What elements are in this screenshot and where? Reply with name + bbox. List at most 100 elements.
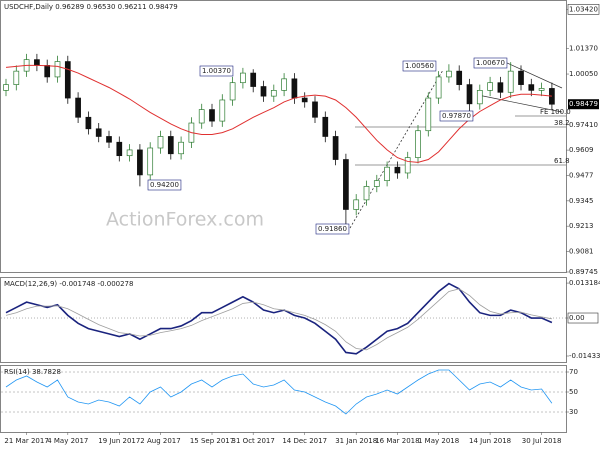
candle-body [291,78,298,99]
candle-body [126,149,133,157]
candle-body [95,128,102,137]
candle-body [394,166,401,174]
line-series [5,369,553,415]
y-tick-label: 1.03420 [569,5,598,13]
candle-body [312,101,318,118]
current-price-box [568,99,599,110]
y-tick-label: 0.9477 [569,171,594,179]
y-tick-label: 0.89745 [569,268,598,276]
y-tick-label: 30 [569,408,578,416]
candle-body [157,136,164,149]
annotation: 61.8 [554,157,570,165]
channel-line [504,61,563,89]
y-tick-label: 0.013184 [569,279,600,287]
y-tick-label: 0.9345 [569,197,594,205]
candle-body [384,166,390,182]
x-tick-label: 21 Mar 2017 [4,437,48,445]
annotation-box [147,179,182,191]
candle-body [250,72,257,87]
candle-body [301,97,308,103]
x-tick-label: 14 Dec 2017 [282,437,327,445]
candle-body [435,76,442,99]
candle-body [343,159,349,210]
annotation: 1.00560 [405,62,434,70]
y-tick-label: 0.97410 [569,121,598,129]
value-box [567,3,600,15]
candle-body [13,70,20,85]
x-tick-label: 31 Jan 2018 [335,437,377,445]
candle-body [322,116,329,137]
line-series [5,282,553,355]
panel-title: MACD(12,26,9) -0.001748 -0.000278 [4,280,133,288]
candle-body [167,136,174,155]
channel-line [477,94,563,113]
y-tick-label: 50 [569,388,578,396]
candle-body [54,61,61,78]
candle-body [404,157,411,174]
candle-body [425,97,432,132]
annotation-box [199,65,234,77]
candle-body [219,99,226,122]
y-tick-label: 0.00 [569,314,585,322]
annotation: 38.2 [554,119,570,127]
value-box [567,312,599,324]
candle-body [518,70,524,85]
candle-body [85,116,92,130]
candle-body [260,86,267,97]
candle-body [116,141,123,157]
candle-body [363,186,370,201]
y-tick-label: 0.9609 [569,146,594,154]
x-tick-label: 4 May 2017 [47,437,88,445]
candle-body [229,82,236,101]
annotation: 1.00670 [476,59,505,67]
candle-body [75,97,81,118]
candle-body [487,82,493,91]
candle-body [106,136,112,143]
panel-title: RSI(14) 38.7828 [4,368,61,376]
x-tick-label: 31 Oct 2017 [232,437,275,445]
panel-title: USDCHF,Daily 0.96289 0.96530 0.96211 0.9… [4,3,178,11]
candle-body [476,90,483,105]
candle-body [456,70,463,85]
current-price-label: 0.98479 [569,100,598,108]
y-tick-label: 0.9213 [569,222,594,230]
candle-body [209,109,215,122]
line-series [5,288,552,351]
annotation-box [315,223,350,235]
annotation: 0.97870 [442,112,471,120]
x-tick-label: 16 Mar 2018 [375,437,419,445]
y-tick-label: -0.014339 [569,352,600,360]
y-tick-label: 70 [569,368,578,376]
macd-panel [0,277,567,363]
candle-body [34,59,40,66]
annotation: 0.94200 [150,181,179,189]
candle-body [44,65,51,78]
annotation-box [473,57,508,69]
x-tick-label: 15 Sep 2017 [190,437,234,445]
candle-body [528,84,535,91]
candle-body [178,141,184,155]
candle-body [240,72,246,84]
candle-body [497,82,504,93]
candle-body [507,70,514,93]
candle-body [446,70,452,78]
rsi-panel [0,365,567,433]
candle-body [373,180,380,187]
candle-body [64,61,71,99]
annotation-box [402,60,437,72]
y-tick-label: 0.9081 [569,248,594,256]
candle-body [353,199,360,210]
price-panel [0,0,567,273]
candle-body [3,84,9,91]
x-tick-label: 30 Jul 2018 [522,437,562,445]
moving-average [5,64,552,163]
annotation: FE 100.0 [540,108,571,116]
candle-body [332,136,339,160]
y-tick-label: 1.00050 [569,70,598,78]
candle-body [147,147,154,176]
candle-body [415,130,421,158]
annotation-box [439,110,474,122]
candle-body [137,149,143,176]
trend-line [349,69,444,229]
